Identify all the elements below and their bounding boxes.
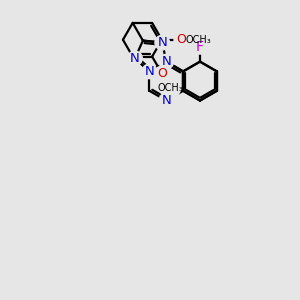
Circle shape (155, 35, 169, 50)
Text: O: O (176, 33, 186, 46)
Text: N: N (161, 94, 171, 107)
Text: N: N (158, 36, 167, 49)
Text: OCH₃: OCH₃ (158, 83, 183, 93)
Circle shape (174, 32, 189, 47)
Circle shape (188, 29, 208, 50)
Circle shape (160, 78, 181, 98)
Circle shape (159, 93, 174, 108)
Text: O: O (157, 67, 167, 80)
Circle shape (159, 54, 174, 69)
Text: N: N (145, 65, 154, 78)
Circle shape (142, 64, 157, 79)
Text: OCH₃: OCH₃ (185, 35, 211, 45)
Circle shape (193, 40, 207, 54)
Circle shape (154, 66, 169, 81)
Text: N: N (130, 52, 140, 65)
Circle shape (128, 51, 142, 66)
Text: N: N (161, 55, 171, 68)
Text: F: F (196, 40, 204, 54)
